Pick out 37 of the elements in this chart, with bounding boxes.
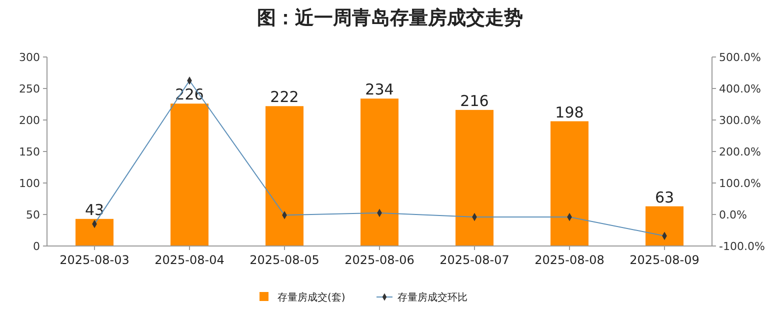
data-label: 222 — [270, 88, 299, 106]
y-tick-label: 250 — [19, 82, 40, 96]
y2-tick-label: -100.0% — [719, 240, 765, 253]
y2-tick-label: 300.0% — [719, 114, 761, 127]
y-tick-label: 100 — [19, 176, 40, 190]
data-label: 216 — [460, 92, 489, 110]
y2-tick-label: 500.0% — [719, 50, 761, 64]
x-tick-label: 2025-08-03 — [60, 253, 130, 267]
bar — [456, 110, 494, 246]
y2-tick-label: 100.0% — [719, 176, 761, 190]
y-tick-label: 0 — [33, 240, 40, 253]
data-label: 198 — [555, 103, 584, 122]
x-tick-label: 2025-08-05 — [250, 253, 320, 267]
bar — [550, 121, 588, 246]
data-label: 43 — [84, 200, 104, 219]
bar — [266, 106, 304, 246]
x-tick-label: 2025-08-06 — [344, 253, 414, 267]
legend-label: 存量房成交(套) — [278, 292, 346, 304]
x-tick-label: 2025-08-07 — [440, 253, 510, 267]
y2-tick-label: 0.0% — [719, 208, 747, 222]
y-tick-label: 200 — [19, 114, 40, 127]
y-tick-label: 150 — [19, 145, 40, 158]
y2-tick-label: 200.0% — [719, 145, 761, 158]
x-tick-label: 2025-08-08 — [534, 253, 604, 267]
bar — [646, 206, 684, 246]
legend-label: 存量房成交环比 — [398, 292, 468, 304]
bar — [76, 218, 114, 246]
bar — [170, 104, 208, 246]
chart-title: 图：近一周青岛存量房成交走势 — [257, 7, 523, 29]
data-label: 234 — [365, 80, 394, 99]
y-tick-label: 50 — [26, 208, 40, 222]
y2-tick-label: 400.0% — [719, 82, 761, 96]
x-tick-label: 2025-08-09 — [630, 253, 700, 267]
x-tick-label: 2025-08-04 — [154, 253, 224, 267]
y-tick-label: 300 — [19, 50, 40, 64]
bar — [360, 98, 398, 246]
data-label: 63 — [654, 188, 674, 206]
